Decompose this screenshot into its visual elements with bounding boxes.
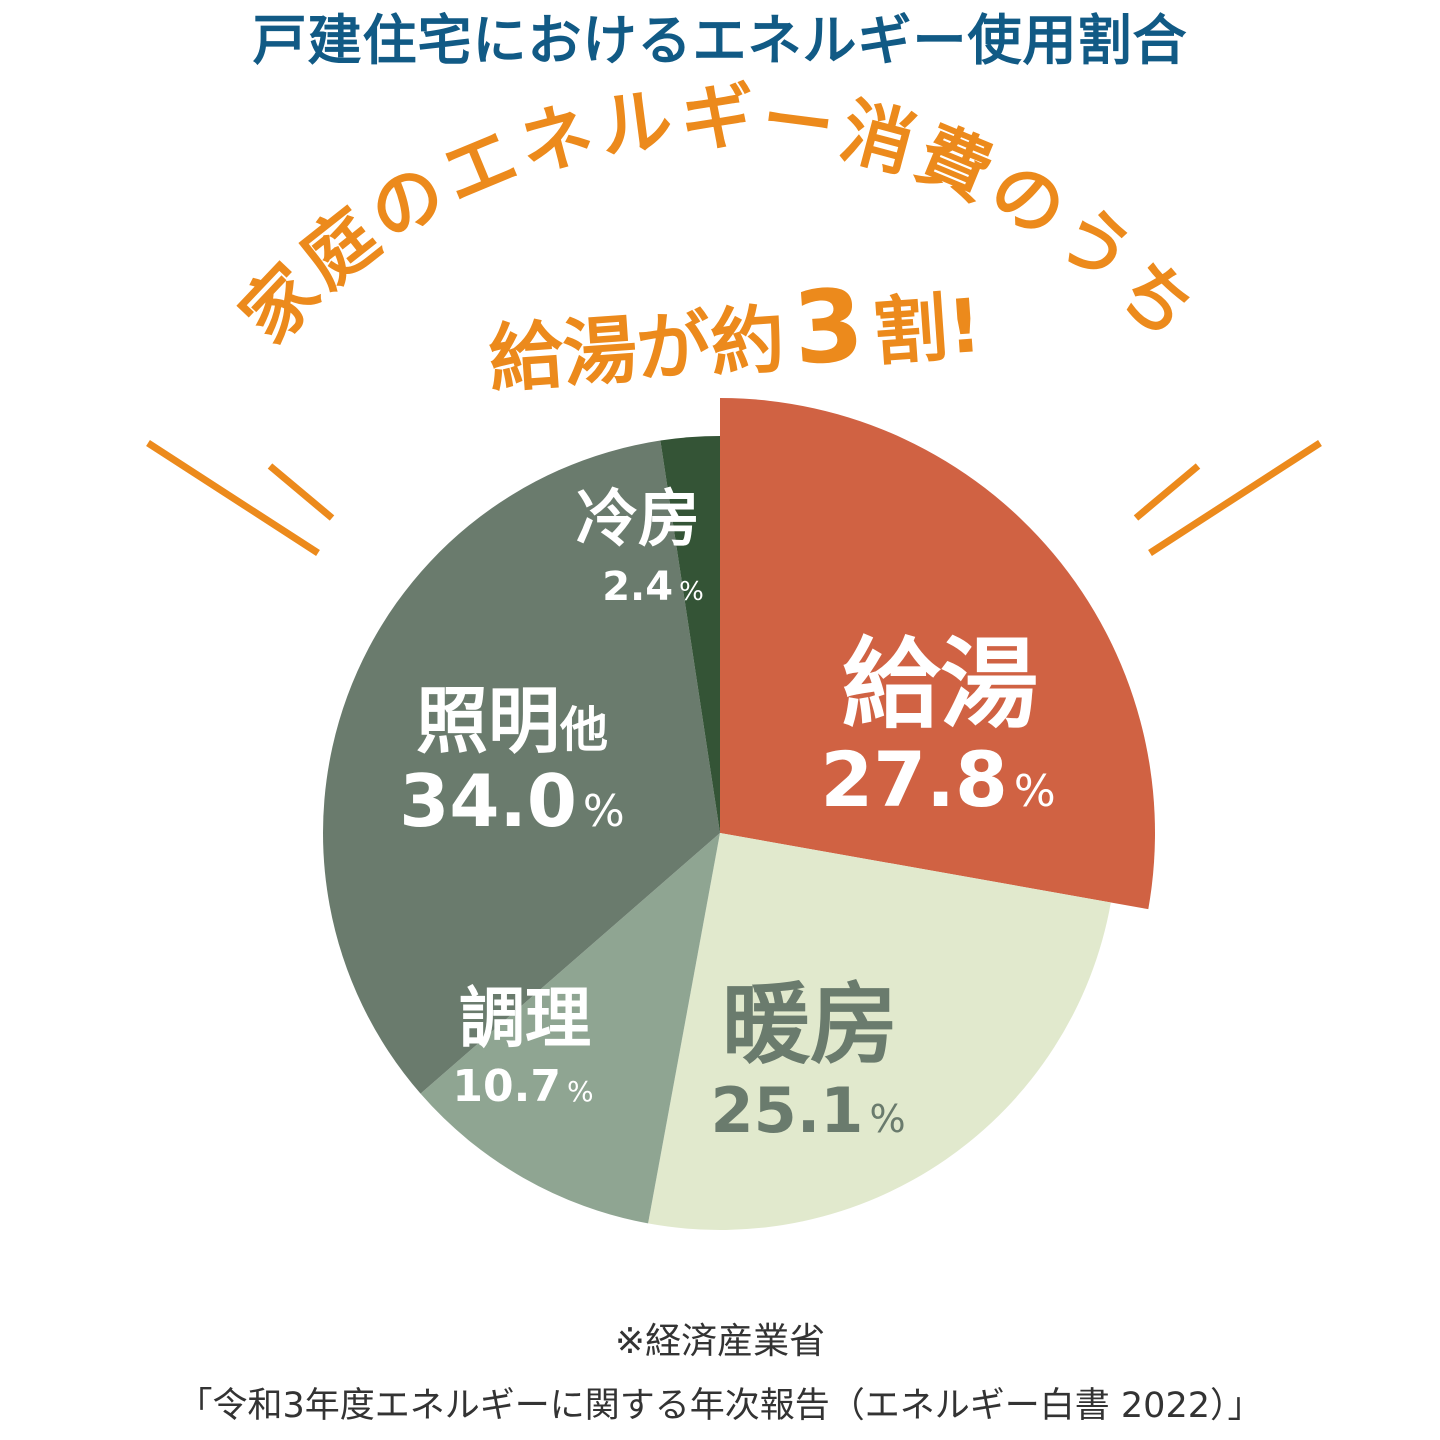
emphasis-line-left-inner [267,463,335,521]
headline-line2-prefix: 給湯が約 [486,297,787,403]
pie-slice-kyuto [720,398,1156,910]
emphasis-line-left-outer [146,440,320,556]
slice-value-number: 27.8 [820,735,1008,824]
slice-value-kyuto: 27.8% [820,735,1055,824]
pie-slice-shomei [322,440,720,1094]
source-line1: ※経済産業省 [614,1321,826,1362]
slice-value-shomei: 34.0% [399,759,624,843]
slice-value-unit: % [679,577,704,607]
pie-slice-reibo [660,436,720,833]
emphasis-lines [146,440,1322,556]
slice-label-reibo: 冷房 [576,482,700,555]
slice-value-number: 10.7 [452,1061,561,1112]
slice-value-chori: 10.7% [452,1061,593,1112]
pie-slices [322,398,1156,1230]
slice-label-kyuto: 給湯 [842,628,1038,742]
pie-slice-chori [420,833,720,1224]
headline-line2: 給湯が約3割! [484,258,984,409]
slice-label-shomei: 照明他 [416,679,608,763]
slice-value-danbo: 25.1% [710,1074,905,1147]
slice-value-unit: % [869,1097,905,1141]
headline-line2-suffix: 割! [871,283,984,376]
slice-value-number: 2.4 [602,564,673,610]
slice-label-danbo: 暖房 [722,973,898,1076]
slice-value-number: 25.1 [710,1074,863,1147]
emphasis-line-right-inner [1133,463,1201,521]
slice-value-unit: % [583,786,625,837]
slice-label-shomei-suffix: 他 [559,702,608,758]
emphasis-line-right-outer [1148,440,1322,556]
chart-title: 戸建住宅におけるエネルギー使用割合 [252,9,1188,72]
slice-label-shomei-main: 照明 [416,679,560,763]
slice-label-chori: 調理 [459,980,591,1057]
slice-value-unit: % [567,1075,594,1108]
slice-value-unit: % [1014,766,1056,817]
pie-slice-danbo [648,833,1111,1230]
slice-value-number: 34.0 [399,759,577,843]
slice-value-reibo: 2.4% [602,564,704,610]
source-line2: 「令和3年度エネルギーに関する年次報告（エネルギー白書 2022）」 [177,1386,1263,1426]
headline-line2-number: 3 [790,266,868,388]
